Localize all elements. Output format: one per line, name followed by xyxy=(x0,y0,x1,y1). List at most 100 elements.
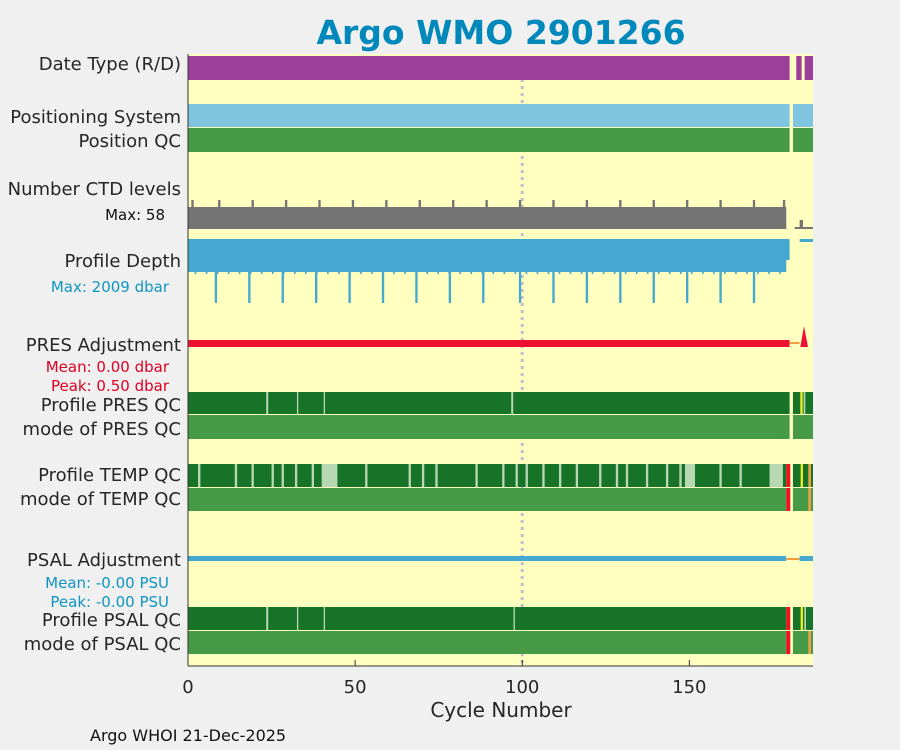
profile-depth-tick xyxy=(249,270,252,274)
ctd-levels-spike xyxy=(351,200,355,208)
profile-depth-tick xyxy=(746,270,748,274)
profile-depth-tick xyxy=(238,270,241,274)
profile-depth-spike xyxy=(752,270,756,303)
row-label-profile-psal-qc: Profile PSAL QC xyxy=(42,610,181,631)
ctd-levels-spike xyxy=(518,200,522,208)
profile-temp-qc-flag xyxy=(502,464,505,487)
profile-temp-qc-flag xyxy=(251,464,254,487)
profile-depth-spike xyxy=(281,270,284,303)
profile-depth-tick xyxy=(327,270,329,274)
profile-depth-tick xyxy=(293,270,296,274)
profile-depth-tick xyxy=(724,270,726,274)
profile-depth-tick xyxy=(713,270,715,274)
profile-temp-qc-flag xyxy=(542,464,545,487)
mode-psal-qc-flag xyxy=(786,631,791,654)
profile-pres-qc-gap xyxy=(296,392,299,414)
profile-temp-qc-flag xyxy=(800,464,803,487)
profile-psal-qc-gap xyxy=(513,607,515,630)
ctd-levels-spike xyxy=(251,200,254,208)
profile-depth-tick xyxy=(702,270,704,274)
profile-depth-tick xyxy=(205,270,208,274)
profile-temp-qc-flag xyxy=(311,464,315,487)
profile-depth-bar xyxy=(799,239,813,242)
chart-title: Argo WMO 2901266 xyxy=(316,13,685,52)
ctd-levels-spike xyxy=(585,200,589,208)
profile-depth-spike xyxy=(214,270,218,303)
annotation-pres-mean: Mean: 0.00 dbar xyxy=(46,358,170,376)
profile-depth-tick xyxy=(679,270,682,274)
positioning-system-bar xyxy=(188,104,790,127)
mode-psal-qc-flag xyxy=(808,631,811,654)
profile-depth-tick xyxy=(227,270,230,274)
profile-depth-tick xyxy=(691,270,693,274)
profile-depth-tick xyxy=(503,270,506,274)
profile-temp-qc-bar xyxy=(188,464,787,487)
profile-depth-tick xyxy=(492,270,495,274)
profile-temp-qc-flag xyxy=(808,464,811,487)
date-type-bar xyxy=(804,56,813,80)
annotation-ctd-max: Max: 58 xyxy=(105,206,165,224)
ctd-levels-spike xyxy=(782,200,786,208)
profile-psal-qc-bar xyxy=(188,607,787,630)
profile-temp-qc-flag xyxy=(198,464,201,487)
profile-temp-qc-flag xyxy=(525,464,528,487)
pres-adjustment-line xyxy=(789,342,800,344)
ctd-levels-spike xyxy=(485,200,488,208)
profile-depth-spike xyxy=(585,270,589,303)
profile-temp-qc-flag xyxy=(665,464,669,487)
ctd-levels-spike xyxy=(318,200,321,208)
pres-adjustment-peak xyxy=(800,326,808,347)
profile-depth-tick xyxy=(635,270,638,274)
profile-depth-bar xyxy=(188,239,790,260)
profile-depth-tick xyxy=(602,270,605,274)
profile-depth-tick xyxy=(580,270,583,274)
row-label-mode-psal-qc: mode of PSAL QC xyxy=(24,634,181,655)
row-label-profile-depth: Profile Depth xyxy=(64,251,181,272)
profile-temp-qc-flag xyxy=(475,464,478,487)
annotation-depth-max: Max: 2009 dbar xyxy=(51,278,170,296)
profile-depth-tick xyxy=(514,270,517,274)
profile-depth-tick xyxy=(260,270,263,274)
profile-depth-tick xyxy=(757,270,759,274)
profile-depth-tick xyxy=(525,270,528,274)
x-tick-label: 0 xyxy=(182,677,193,698)
profile-psal-qc-gap xyxy=(323,607,326,630)
ctd-levels-bar xyxy=(188,207,787,229)
ctd-levels-spike xyxy=(191,200,194,208)
row-label-date-type: Date Type (R/D) xyxy=(39,54,181,75)
x-axis-label: Cycle Number xyxy=(430,698,572,722)
profile-temp-qc-flag xyxy=(684,464,695,487)
profile-depth-tick xyxy=(624,270,627,274)
profile-temp-qc-flag xyxy=(408,464,411,487)
profile-psal-qc-gap xyxy=(266,607,269,630)
ctd-levels-spike xyxy=(685,200,689,208)
profile-depth-tick xyxy=(349,270,351,274)
ctd-levels-bar xyxy=(799,220,803,229)
profile-depth-spike xyxy=(619,270,622,303)
profile-depth-tick xyxy=(216,270,219,274)
ctd-levels-spike xyxy=(284,200,288,208)
annotation-pres-peak: Peak: 0.50 dbar xyxy=(51,377,170,395)
annotation-psal-peak: Peak: -0.00 PSU xyxy=(50,593,169,611)
profile-pres-qc-flag xyxy=(800,392,803,414)
mode-temp-qc-bar xyxy=(792,488,813,511)
positioning-system-bar xyxy=(792,104,813,127)
profile-depth-tick xyxy=(282,270,285,274)
profile-depth-bar xyxy=(188,259,787,272)
row-label-position-qc: Position QC xyxy=(78,131,181,152)
psal-adjustment-line xyxy=(799,556,813,561)
profile-temp-qc-flag xyxy=(421,464,425,487)
profile-depth-tick xyxy=(338,270,340,274)
profile-temp-qc-flag xyxy=(739,464,742,487)
ctd-levels-spike xyxy=(418,200,421,208)
annotation-psal-mean: Mean: -0.00 PSU xyxy=(45,574,169,592)
ctd-levels-spike xyxy=(218,200,221,208)
profile-depth-tick xyxy=(735,270,737,274)
date-type-bar xyxy=(796,56,802,80)
profile-depth-spike xyxy=(381,270,385,303)
row-label-mode-pres-qc: mode of PRES QC xyxy=(23,419,181,440)
profile-depth-spike xyxy=(518,270,522,303)
profile-depth-tick xyxy=(371,270,373,274)
mode-temp-qc-flag xyxy=(808,488,811,511)
profile-temp-qc-flag xyxy=(323,464,337,487)
